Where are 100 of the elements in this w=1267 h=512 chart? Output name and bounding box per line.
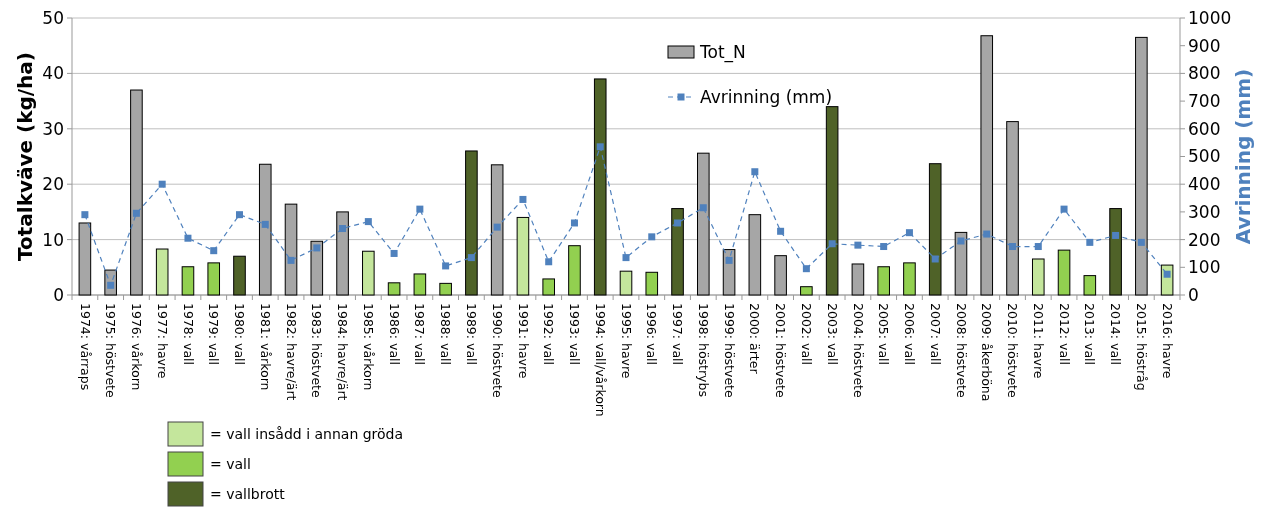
x-tick-label: 1979: vall: [206, 303, 222, 365]
point: [493, 223, 501, 231]
bar: [310, 240, 324, 296]
point: [674, 219, 682, 227]
x-tick-label: 2014: vall: [1108, 303, 1124, 365]
x-tick-label: 1981: vårkorn: [257, 303, 273, 391]
point: [1163, 270, 1171, 278]
point: [235, 211, 243, 219]
y-tick-label: 10: [42, 229, 64, 250]
bar: [1135, 36, 1148, 296]
bar: [593, 78, 607, 296]
point: [261, 220, 269, 228]
bar: [130, 89, 143, 296]
point: [905, 229, 913, 237]
y2-tick-label: 200: [1188, 229, 1221, 250]
bar: [851, 263, 865, 296]
x-tick-label: 1982: havre/ärt: [283, 303, 299, 401]
y2-tick-label: 500: [1188, 146, 1221, 167]
bar: [697, 152, 710, 296]
legend-label: = vall insådd i annan gröda: [210, 426, 404, 442]
x-tick-label: 1994: vall/vårkorn: [592, 303, 608, 417]
point: [751, 168, 759, 176]
point: [416, 205, 424, 213]
point: [442, 262, 450, 270]
point: [519, 195, 527, 203]
point: [957, 237, 965, 245]
y2-tick-label: 800: [1188, 63, 1221, 84]
point: [983, 230, 991, 238]
bar: [928, 163, 942, 296]
bar: [1057, 249, 1071, 296]
y2-tick-label: 400: [1188, 174, 1221, 195]
bar: [155, 248, 169, 296]
x-tick-label: 1974: vårraps: [77, 303, 93, 391]
point: [339, 225, 347, 233]
bar: [542, 278, 555, 296]
bar: [181, 266, 195, 296]
x-tick-label: 2004: höstvete: [850, 303, 866, 398]
point: [931, 255, 939, 263]
y-tick-label: 50: [42, 7, 64, 28]
x-tick-label: 2010: höstvete: [1005, 303, 1021, 398]
bar: [800, 286, 813, 296]
x-tick-label: 2003: vall: [824, 303, 840, 365]
x-tick-label: 1996: vall: [644, 303, 660, 365]
point: [1009, 243, 1017, 251]
legend-label: Tot_N: [699, 42, 746, 63]
point: [1034, 243, 1042, 251]
bar: [1031, 258, 1045, 296]
x-tick-label: 2011: havre: [1030, 303, 1046, 379]
x-tick-label: 2009: åkerböna: [979, 303, 995, 402]
x-tick-label: 1985: vårkorn: [360, 303, 376, 391]
point: [777, 227, 785, 235]
bar: [903, 262, 916, 296]
bar: [1083, 275, 1097, 296]
point: [313, 244, 321, 252]
x-tick-label: 2008: höstvete: [953, 303, 969, 398]
bar: [516, 216, 530, 296]
bar: [774, 255, 787, 296]
point: [622, 254, 630, 262]
x-tick-label: 1986: vall: [386, 303, 402, 365]
bar: [954, 231, 968, 296]
point: [570, 219, 578, 227]
x-tick-label: 1978: vall: [180, 303, 196, 365]
x-tick-label: 1976: vårkorn: [129, 303, 145, 391]
point: [132, 209, 140, 217]
y2-tick-label: 700: [1188, 91, 1221, 112]
x-tick-label: 1977: havre: [154, 303, 170, 379]
y2-tick-label: 300: [1188, 201, 1221, 222]
bar: [387, 282, 401, 296]
legend-label: Avrinning (mm): [700, 87, 833, 107]
point: [725, 256, 733, 264]
point: [1060, 205, 1068, 213]
point: [287, 256, 295, 264]
bar: [619, 270, 633, 296]
bar: [980, 35, 994, 296]
x-tick-label: 1998: höstrybs: [695, 303, 711, 397]
bar: [336, 211, 349, 296]
x-tick-label: 1995: havre: [618, 303, 634, 379]
point: [648, 233, 656, 241]
y-tick-label: 30: [42, 118, 64, 139]
legend-label: = vallbrott: [210, 486, 286, 502]
x-tick-label: 2006: vall: [902, 303, 918, 365]
x-tick-label: 2012: vall: [1056, 303, 1072, 365]
bar: [748, 214, 762, 296]
bar: [284, 203, 298, 296]
x-tick-label: 1991: havre: [515, 303, 531, 379]
point: [802, 265, 810, 273]
y2-tick-label: 100: [1188, 257, 1221, 278]
bar: [568, 245, 581, 296]
x-tick-label: 1990: höstvete: [489, 303, 505, 398]
bar: [877, 266, 890, 296]
x-tick-label: 2005: vall: [876, 303, 892, 365]
y-tick-label: 20: [42, 174, 64, 195]
bar: [825, 106, 839, 296]
bar: [233, 255, 246, 296]
point: [390, 249, 398, 257]
bar: [671, 208, 684, 296]
point: [880, 243, 888, 251]
bar: [207, 262, 221, 296]
x-tick-label: 1980: vall: [232, 303, 248, 365]
point: [854, 241, 862, 249]
